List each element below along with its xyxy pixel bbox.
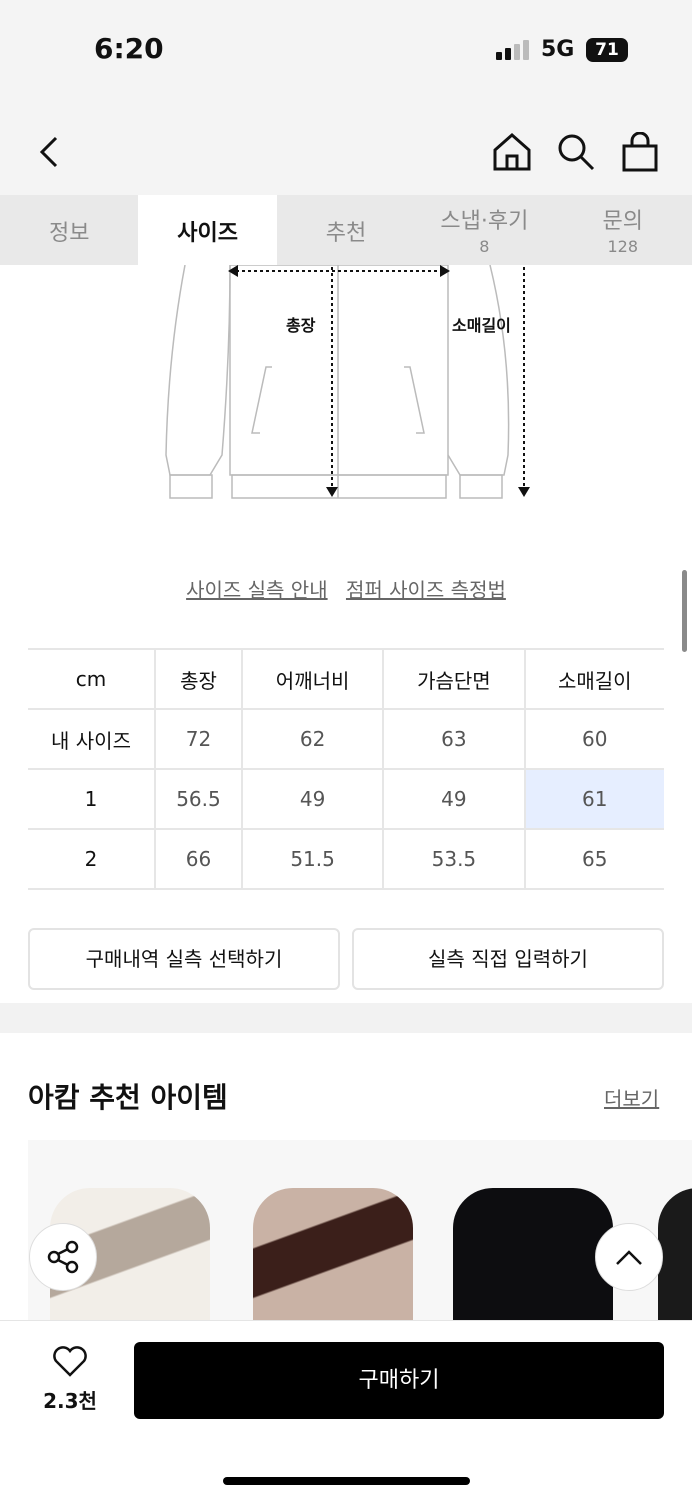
scrollbar[interactable] [682, 570, 687, 652]
label-sleeve: 소매길이 [452, 316, 511, 335]
status-time: 6:20 [94, 32, 164, 65]
home-icon[interactable] [492, 132, 532, 172]
signal-icon [496, 40, 529, 60]
select-purchase-size-button[interactable]: 구매내역 실측 선택하기 [28, 928, 340, 990]
size-guide-links: 사이즈 실측 안내 점퍼 사이즈 측정법 [0, 574, 692, 603]
like-count: 2.3천 [43, 1389, 97, 1413]
cell-highlighted: 61 [523, 768, 664, 829]
tab-count: 128 [607, 237, 639, 256]
more-link[interactable]: 더보기 [604, 1087, 660, 1111]
tab-label: 추천 [325, 221, 367, 246]
table-row: 2 66 51.5 53.5 65 [28, 828, 664, 890]
tab-recommend[interactable]: 추천 [277, 195, 415, 265]
search-icon[interactable] [556, 132, 596, 172]
size-table: cm 총장 어깨너비 가슴단면 소매길이 내 사이즈 72 62 63 60 1 56.5 49 49… [28, 648, 664, 890]
row-label: 내 사이즈 [28, 708, 155, 769]
table-header-row: cm 총장 어깨너비 가슴단면 소매길이 [28, 648, 664, 709]
section-divider [0, 1003, 692, 1033]
cell: 65 [523, 828, 664, 890]
top-nav [0, 100, 692, 195]
network-label: 5G [541, 37, 575, 62]
cell: 51.5 [240, 828, 384, 890]
heart-icon[interactable] [52, 1346, 88, 1378]
tab-info[interactable]: 정보 [0, 195, 138, 265]
status-bar: 6:20 5G 71 [0, 0, 692, 100]
direct-input-size-button[interactable]: 실측 직접 입력하기 [352, 928, 664, 990]
row-label: 1 [28, 768, 155, 829]
product-item[interactable] [253, 1188, 413, 1320]
tab-size[interactable]: 사이즈 [138, 195, 277, 265]
section-title: 아캄 추천 아이템 [28, 1081, 228, 1114]
buy-button[interactable]: 구매하기 [134, 1342, 664, 1419]
tab-qna[interactable]: 문의 128 [554, 195, 692, 265]
cell: 66 [154, 828, 242, 890]
cell: 56.5 [154, 768, 242, 829]
table-row: 내 사이즈 72 62 63 60 [28, 708, 664, 769]
tab-label: 문의 [602, 209, 643, 234]
product-item[interactable] [658, 1188, 692, 1320]
chevron-up-icon [616, 1250, 642, 1265]
table-row: 1 56.5 49 49 61 [28, 768, 664, 829]
tab-bar: 정보 사이즈 추천 스냅·후기 8 문의 128 [0, 195, 692, 265]
cell: 49 [382, 768, 525, 829]
tab-label: 사이즈 [177, 221, 238, 246]
header-cell: 소매길이 [523, 648, 664, 709]
size-measure-guide-link[interactable]: 사이즈 실측 안내 [186, 578, 328, 602]
battery-icon: 71 [586, 38, 628, 62]
header-cell: 어깨너비 [240, 648, 384, 709]
cell: 60 [523, 708, 664, 769]
size-diagram: 총장 소매길이 [165, 265, 530, 499]
header-cell: 총장 [154, 648, 242, 709]
product-carousel [28, 1140, 692, 1320]
row-label: 2 [28, 828, 155, 890]
cell: 72 [154, 708, 242, 769]
tab-label: 스냅·후기 [440, 209, 529, 234]
cell: 49 [240, 768, 384, 829]
tab-count: 8 [479, 237, 490, 256]
tab-reviews[interactable]: 스냅·후기 8 [415, 195, 553, 265]
shopping-bag-icon[interactable] [620, 132, 660, 172]
label-length: 총장 [286, 316, 316, 335]
share-icon [47, 1240, 79, 1274]
jumper-measure-method-link[interactable]: 점퍼 사이즈 측정법 [345, 578, 506, 602]
header-cell: cm [28, 648, 155, 709]
tab-label: 정보 [48, 221, 90, 246]
chevron-left-icon[interactable] [38, 136, 62, 168]
cell: 63 [382, 708, 525, 769]
product-item[interactable] [453, 1188, 613, 1320]
cell: 53.5 [382, 828, 525, 890]
scroll-top-button[interactable] [595, 1223, 663, 1291]
header-cell: 가슴단면 [382, 648, 525, 709]
cell: 62 [240, 708, 384, 769]
home-indicator [223, 1477, 470, 1485]
share-button[interactable] [29, 1223, 97, 1291]
